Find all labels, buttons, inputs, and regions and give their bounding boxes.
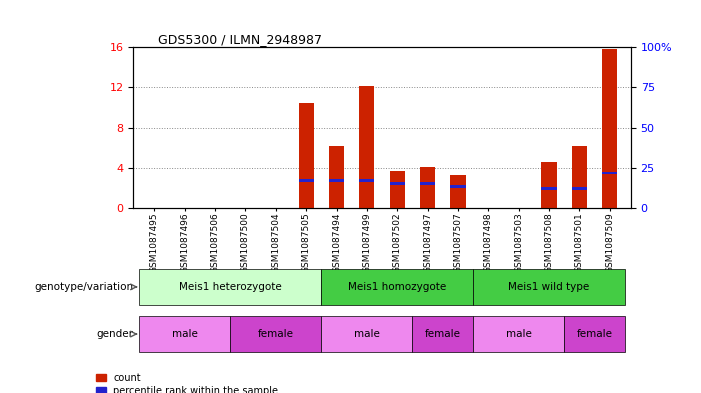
Bar [412, 316, 473, 352]
Bar [564, 316, 625, 352]
Text: genotype/variation: genotype/variation [34, 282, 133, 292]
Bar [602, 49, 618, 208]
Text: female: female [425, 329, 461, 339]
Bar [541, 162, 557, 208]
Bar [231, 316, 321, 352]
Text: female: female [258, 329, 294, 339]
Text: Meis1 homozygote: Meis1 homozygote [348, 282, 447, 292]
Legend: count, percentile rank within the sample: count, percentile rank within the sample [96, 373, 278, 393]
Bar [390, 182, 404, 185]
Bar [139, 316, 231, 352]
Bar [360, 179, 374, 182]
Bar [329, 179, 344, 182]
Bar [572, 146, 587, 208]
Bar [390, 171, 404, 208]
Bar [473, 316, 564, 352]
Bar [139, 269, 321, 305]
Bar [572, 187, 587, 189]
Bar [321, 316, 412, 352]
Bar [450, 175, 465, 208]
Text: gender: gender [97, 329, 133, 339]
Bar [541, 187, 557, 189]
Text: female: female [576, 329, 613, 339]
Text: male: male [172, 329, 198, 339]
Text: male: male [505, 329, 531, 339]
Bar [420, 167, 435, 208]
Text: male: male [354, 329, 380, 339]
Bar [299, 103, 314, 208]
Text: GDS5300 / ILMN_2948987: GDS5300 / ILMN_2948987 [158, 33, 322, 46]
Text: Meis1 heterozygote: Meis1 heterozygote [179, 282, 282, 292]
Text: Meis1 wild type: Meis1 wild type [508, 282, 590, 292]
Bar [321, 269, 473, 305]
Bar [299, 179, 314, 182]
Bar [329, 146, 344, 208]
Bar [360, 86, 374, 208]
Bar [450, 185, 465, 187]
Bar [420, 182, 435, 185]
Bar [602, 172, 618, 174]
Bar [473, 269, 625, 305]
